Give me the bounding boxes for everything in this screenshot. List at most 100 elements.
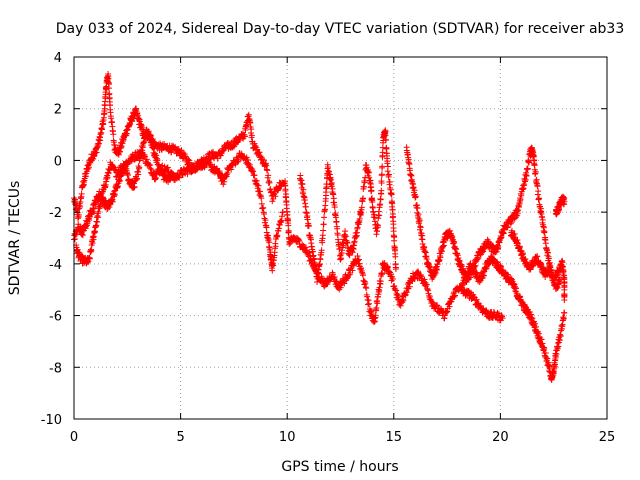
data-point [500,230,507,237]
data-point [392,253,399,260]
data-point [456,258,463,265]
data-point [483,308,490,315]
data-point [265,172,272,179]
data-point [452,292,459,299]
data-point [555,343,562,350]
x-tick-label: 20 [492,430,509,445]
data-point [377,278,384,285]
data-point [371,318,378,325]
data-point [538,336,545,343]
data-point [400,297,407,304]
data-point [323,192,330,199]
data-point [136,164,143,171]
data-point [383,136,390,143]
data-point [358,204,365,211]
data-point [376,284,383,291]
data-point [316,261,323,268]
data-point [541,228,548,235]
data-point [300,186,307,193]
data-point [397,302,404,309]
data-point [251,172,258,179]
data-point [169,170,176,177]
data-point [248,126,255,133]
data-point [473,269,480,276]
data-point [416,217,423,224]
data-point [320,221,327,228]
data-point [407,172,414,179]
data-point [110,131,117,138]
data-point [376,212,383,219]
data-point [188,169,195,176]
data-point [557,333,564,340]
data-point [514,240,521,247]
data-point [298,177,305,184]
plot-frame [73,56,608,420]
data-point [255,182,262,189]
data-point [124,172,131,179]
data-point [134,110,141,117]
data-point [139,124,146,131]
data-point [417,224,424,231]
data-point [342,228,349,235]
data-point [153,152,160,159]
data-point [440,243,447,250]
data-point [150,145,157,152]
data-point [302,203,309,210]
data-point [389,275,396,282]
data-point [333,218,340,225]
data-point [241,133,248,140]
data-point [314,275,321,282]
y-tick-label: -2 [49,206,62,221]
data-point [91,205,98,212]
y-tick-label: 4 [54,51,62,66]
y-tick-label: -4 [49,258,62,273]
y-tick-label: 0 [54,154,62,169]
data-point [378,187,385,194]
data-point [498,234,505,241]
data-point [517,196,524,203]
data-point [379,163,386,170]
data-point [542,240,549,247]
data-point [266,179,273,186]
data-point [99,126,106,133]
y-tick-label: 2 [54,103,62,118]
y-tick-label: -8 [49,361,62,376]
axis-ticks: 0 5 10 15 20 25 -10 -8 -6 -4 -2 0 2 4 [41,51,616,445]
x-tick-label: 15 [386,430,403,445]
data-point [381,260,388,267]
data-point [360,183,367,190]
data-point [370,208,377,215]
y-tick-label: -6 [49,310,62,325]
x-tick-label: 25 [599,430,616,445]
data-point [272,243,279,250]
data-point [265,236,272,243]
data-point [469,264,476,271]
data-point [414,205,421,212]
data-point [269,267,276,274]
data-point [328,179,335,186]
data-point [338,255,345,262]
data-point [494,309,501,316]
x-axis-label: GPS time / hours [281,459,398,475]
data-point [143,156,150,163]
data-point [446,227,453,234]
data-point [114,182,121,189]
y-axis-label: SDTVAR / TECUs [7,181,23,296]
data-point [311,256,318,263]
data-point [349,267,356,274]
data-point [374,228,381,235]
data-point [299,181,306,188]
data-point [106,85,113,92]
data-point [321,214,328,221]
data-point [314,279,321,286]
data-point [86,255,93,262]
data-point [258,195,265,202]
data-point [377,196,384,203]
data-point [455,254,462,261]
data-point [524,165,531,172]
data-point [480,248,487,255]
data-point [78,190,85,197]
data-point [532,168,539,175]
data-point [415,211,422,218]
